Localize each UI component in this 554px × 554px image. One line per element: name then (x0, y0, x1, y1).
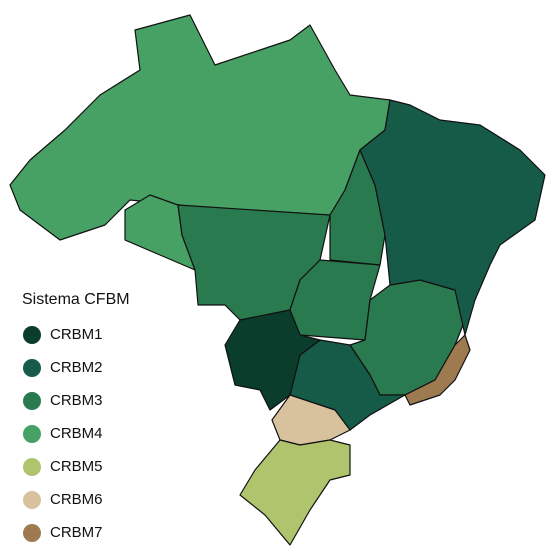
legend-swatch (23, 392, 41, 410)
legend-label: CRBM7 (50, 524, 103, 541)
legend-swatch (23, 458, 41, 476)
state-region (9, 14, 391, 241)
legend-swatch (23, 359, 41, 377)
legend-swatch (23, 326, 41, 344)
legend-label: CRBM2 (50, 359, 103, 376)
legend-label: CRBM1 (50, 326, 103, 343)
state-region (239, 439, 351, 546)
legend-label: CRBM6 (50, 491, 103, 508)
legend-label: CRBM3 (50, 392, 103, 409)
legend-label: CRBM4 (50, 425, 103, 442)
state-region (404, 334, 471, 406)
legend-label: CRBM5 (50, 458, 103, 475)
legend-swatch (23, 524, 41, 542)
legend-swatch (23, 491, 41, 509)
legend-swatch (23, 425, 41, 443)
regions (9, 14, 546, 546)
legend: CRBM1 CRBM2 CRBM3 CRBM4 CRBM5 CRBM6 CRBM7 (23, 326, 103, 542)
legend-title: Sistema CFBM (22, 291, 130, 308)
state-region (289, 259, 381, 341)
state-region (359, 99, 546, 336)
